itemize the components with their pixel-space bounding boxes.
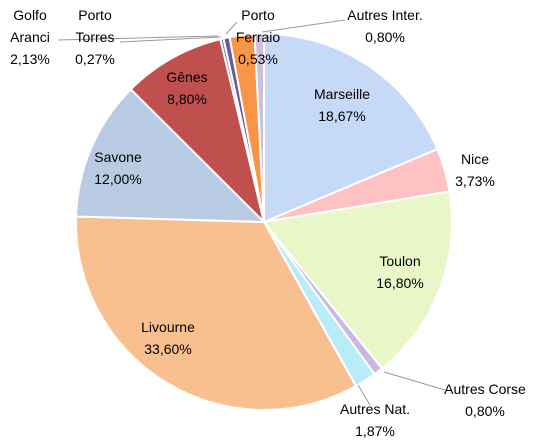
data-label: Savone 12,00% — [94, 146, 141, 190]
leader-lines — [57, 19, 446, 406]
value-label: 16,80% — [376, 275, 424, 291]
value-label: 0,80% — [465, 403, 505, 419]
category-label: Autres Nat. — [339, 401, 411, 417]
category-label: Autres Corse — [444, 381, 526, 397]
value-label: 3,73% — [455, 173, 495, 189]
data-label: Livourne 33,60% — [141, 316, 195, 360]
pie-slice — [253, 32, 265, 223]
leader-line — [261, 19, 346, 33]
category-label: Autres Inter. — [347, 7, 423, 23]
leader-line — [119, 36, 222, 43]
pie-slice — [75, 215, 358, 411]
value-label: 8,80% — [167, 91, 207, 107]
leader-line — [357, 384, 371, 406]
slices — [75, 32, 453, 411]
pie-slice — [263, 32, 439, 224]
value-label: 2,13% — [10, 51, 50, 67]
value-label: 1,87% — [355, 423, 395, 439]
value-label: 12,00% — [94, 171, 142, 187]
data-label: Porto Ferraio 0,53% — [233, 4, 283, 70]
data-label: Nice 3,73% — [455, 148, 495, 192]
value-label: 18,67% — [318, 108, 366, 124]
data-label: Toulon 16,80% — [376, 250, 423, 294]
value-label: 33,60% — [144, 341, 192, 357]
value-label: 0,53% — [238, 51, 278, 67]
data-label: Marseille 18,67% — [314, 83, 370, 127]
category-label: Golfo Aranci — [10, 7, 50, 45]
category-label: Porto Torres — [75, 7, 115, 45]
value-label: 0,80% — [365, 29, 405, 45]
category-label: Livourne — [141, 319, 195, 335]
category-label: Toulon — [379, 253, 421, 269]
value-label: 0,27% — [75, 51, 115, 67]
category-label: Nice — [460, 151, 490, 167]
leader-line — [383, 371, 446, 391]
data-label: Golfo Aranci 2,13% — [5, 4, 55, 70]
pie-slice — [75, 87, 267, 224]
data-label: Porto Torres 0,27% — [70, 4, 120, 70]
data-label: Gênes 8,80% — [166, 66, 207, 110]
leader-line — [57, 35, 219, 41]
data-label: Autres Nat. 1,87% — [340, 398, 410, 442]
category-label: Marseille — [313, 86, 371, 102]
category-label: Savone — [94, 149, 142, 165]
pie-slice — [262, 190, 453, 370]
category-label: Gênes — [166, 69, 208, 85]
leader-line — [225, 21, 238, 35]
category-label: Porto Ferraio — [235, 7, 281, 45]
data-label: Autres Corse 0,80% — [444, 378, 526, 422]
data-label: Autres Inter. 0,80% — [347, 4, 422, 48]
